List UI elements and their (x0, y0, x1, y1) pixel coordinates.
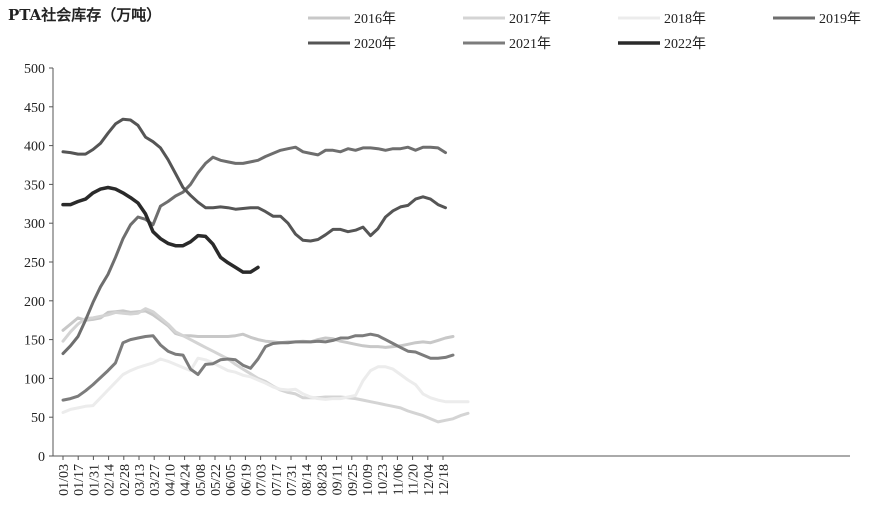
series-line-2016年 (61, 309, 455, 349)
x-tick-label: 10/23 (376, 464, 391, 496)
legend-label: 2022年 (664, 36, 706, 52)
x-tick-label: 01/17 (72, 464, 87, 496)
legend-label: 2021年 (509, 36, 551, 52)
x-tick-label: 01/31 (87, 464, 102, 496)
x-tick-label: 05/08 (194, 464, 209, 496)
x-tick-label: 11/20 (407, 464, 422, 495)
x-tick-label: 06/05 (224, 464, 239, 496)
x-tick-label: 07/31 (285, 464, 300, 496)
x-tick-label: 07/03 (255, 464, 270, 496)
x-tick-label: 07/17 (270, 464, 285, 496)
series-line-2018年 (61, 356, 470, 414)
x-tick-label: 08/28 (315, 464, 330, 496)
y-tick-label: 450 (24, 101, 45, 116)
legend-label: 2017年 (509, 11, 551, 27)
legend-label: 2020年 (354, 36, 396, 52)
x-tick-label: 09/25 (346, 464, 361, 496)
y-tick-label: 100 (24, 372, 45, 387)
x-tick-label: 12/04 (422, 464, 437, 496)
series-line-2017年 (61, 307, 470, 424)
x-tick-label: 09/11 (331, 464, 346, 495)
x-tick-label: 11/06 (391, 464, 406, 495)
series-layer (61, 117, 470, 424)
legend-label: 2019年 (819, 11, 861, 27)
x-tick-label: 03/27 (148, 464, 163, 496)
y-tick-label: 50 (31, 411, 45, 426)
x-tick-label: 10/09 (361, 464, 376, 496)
x-tick-label: 04/24 (179, 464, 194, 496)
y-axis: 0 50 100 150 200 250 300 350 400 450 500 (24, 62, 54, 465)
x-tick-label: 03/13 (133, 464, 148, 496)
y-tick-label: 300 (24, 217, 45, 232)
x-tick-label: 05/22 (209, 464, 224, 496)
y-tick-label: 400 (24, 140, 45, 155)
chart-title: PTA社会库存（万吨） (8, 6, 162, 24)
y-tick-label: 350 (24, 178, 45, 193)
x-tick-label: 02/14 (103, 464, 118, 496)
x-tick-label: 12/18 (437, 464, 452, 496)
y-tick-label: 200 (24, 295, 45, 310)
series-line-2022年 (61, 185, 260, 274)
x-tick-label: 02/28 (118, 464, 133, 496)
y-tick-label: 250 (24, 256, 45, 271)
y-tick-label: 150 (24, 334, 45, 349)
y-tick-label: 500 (24, 62, 45, 77)
x-tick-label: 08/14 (300, 464, 315, 496)
y-tick-label: 0 (38, 450, 45, 465)
x-tick-label: 01/03 (57, 464, 72, 496)
series-line-2021年 (61, 332, 455, 402)
series-line-2019年 (61, 145, 447, 356)
legend: 2016年 2017年 2018年 2019年 2020年 2021年 2022年 (308, 11, 861, 52)
legend-label: 2018年 (664, 11, 706, 27)
legend-label: 2016年 (354, 11, 396, 27)
series-line-2020年 (61, 117, 447, 243)
x-axis: 01/03 01/17 01/31 02/14 02/28 03/13 03/27 04/10… (53, 455, 850, 496)
x-tick-label: 06/19 (239, 464, 254, 496)
x-tick-label: 04/10 (163, 464, 178, 496)
